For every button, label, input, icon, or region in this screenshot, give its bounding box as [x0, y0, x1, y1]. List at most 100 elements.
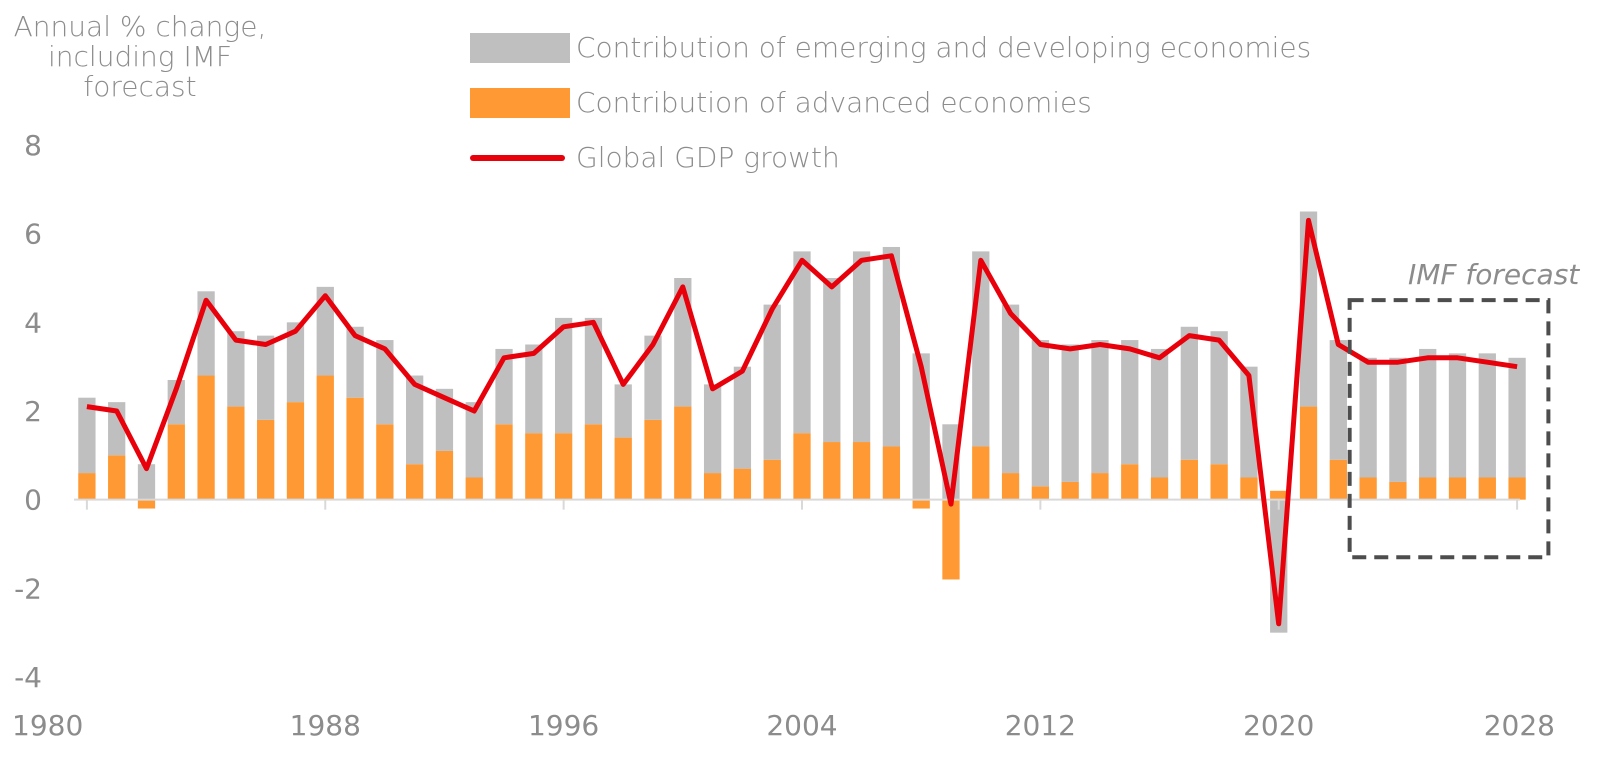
legend-label-advanced: Contribution of advanced economies: [576, 86, 1092, 119]
bar-emerging: [227, 331, 245, 407]
bar-emerging: [257, 335, 275, 420]
legend-label-emerging: Contribution of emerging and developing …: [576, 31, 1312, 64]
chart-legend: Contribution of emerging and developing …: [470, 20, 1311, 185]
y-tick-label: 4: [24, 306, 42, 339]
bar-emerging: [1478, 353, 1496, 478]
x-tick-label: 1996: [528, 709, 599, 742]
bar-advanced: [942, 499, 960, 580]
legend-swatch-emerging: [470, 32, 570, 63]
bar-advanced: [1091, 473, 1109, 500]
bar-advanced: [435, 450, 454, 500]
bar-emerging: [525, 344, 543, 434]
bar-emerging: [465, 402, 483, 478]
bar-advanced: [793, 433, 811, 500]
bar-emerging: [1508, 357, 1526, 478]
bar-advanced: [316, 375, 334, 500]
legend-label-global-gdp: Global GDP growth: [576, 141, 840, 174]
bar-emerging: [1150, 348, 1169, 478]
bar-advanced: [406, 464, 424, 500]
bar-advanced: [1299, 406, 1318, 500]
bar-emerging: [882, 246, 901, 447]
bar-advanced: [1508, 477, 1526, 500]
y-axis-title: Annual % change, including IMF forecast: [0, 12, 280, 102]
y-axis-title-line: Annual % change,: [13, 10, 267, 43]
bar-emerging: [1121, 340, 1139, 465]
bar-advanced: [1419, 477, 1437, 500]
bar-advanced: [1478, 477, 1496, 500]
bar-emerging: [823, 278, 841, 443]
bar-emerging: [703, 384, 722, 474]
bar-advanced: [733, 468, 752, 500]
bar-advanced: [197, 375, 215, 500]
bar-emerging: [1001, 304, 1020, 474]
bar-advanced: [346, 397, 364, 500]
bar-advanced: [882, 446, 901, 500]
bar-emerging: [1359, 357, 1377, 478]
y-tick-label: 6: [24, 218, 42, 251]
bar-emerging: [852, 251, 871, 443]
bar-emerging: [793, 251, 811, 434]
bar-advanced: [1389, 481, 1407, 500]
bar-advanced: [584, 424, 603, 500]
bar-advanced: [1061, 481, 1079, 500]
bar-emerging: [733, 366, 752, 469]
bar-advanced: [465, 477, 483, 500]
bar-emerging: [286, 322, 305, 403]
bar-emerging: [614, 384, 632, 438]
bar-emerging: [554, 317, 573, 434]
bar-emerging: [406, 375, 424, 465]
y-tick-label: -4: [14, 661, 42, 694]
legend-item-global-gdp: Global GDP growth: [470, 130, 1311, 185]
bar-advanced: [1031, 486, 1050, 500]
bar-advanced: [912, 499, 930, 509]
y-tick-label: -2: [14, 572, 42, 605]
y-tick-label: 8: [24, 129, 42, 162]
bar-advanced: [108, 455, 126, 500]
legend-item-advanced: Contribution of advanced economies: [470, 75, 1311, 130]
bar-advanced: [554, 433, 573, 500]
y-axis-title-line: including IMF: [48, 40, 232, 73]
bar-emerging: [316, 286, 334, 376]
bar-advanced: [495, 424, 513, 500]
legend-swatch-global-gdp: [470, 154, 565, 161]
bar-advanced: [1329, 459, 1347, 500]
bar-advanced: [852, 442, 871, 500]
bar-emerging: [1210, 331, 1228, 465]
bar-advanced: [1150, 477, 1169, 500]
legend-item-emerging: Contribution of emerging and developing …: [470, 20, 1311, 75]
x-tick-label: 2028: [1484, 709, 1555, 742]
bar-advanced: [644, 419, 662, 500]
bar-emerging: [763, 304, 781, 460]
bar-emerging: [644, 335, 662, 420]
bar-advanced: [1180, 459, 1198, 500]
bar-advanced: [227, 406, 245, 500]
bar-emerging: [584, 317, 603, 425]
forecast-dashed-box: [1347, 298, 1551, 560]
bar-advanced: [525, 433, 543, 500]
x-tick-label: 2020: [1243, 709, 1314, 742]
bar-emerging: [435, 388, 454, 451]
bar-advanced: [614, 437, 632, 500]
x-tick-label: 1980: [12, 709, 83, 742]
bar-advanced: [167, 424, 185, 500]
bar-emerging: [1061, 344, 1079, 482]
bar-emerging: [1091, 340, 1109, 474]
bar-advanced: [674, 406, 692, 500]
bar-advanced: [972, 446, 990, 500]
bar-emerging: [1419, 348, 1437, 478]
bar-advanced: [1270, 490, 1288, 500]
bar-emerging: [137, 464, 156, 500]
bar-advanced: [257, 419, 275, 500]
forecast-label: IMF forecast: [1408, 258, 1580, 291]
bar-emerging: [1329, 340, 1347, 460]
global-gdp-growth-line: [86, 217, 1518, 627]
bar-advanced: [1240, 477, 1258, 500]
bar-emerging: [167, 379, 185, 425]
bar-advanced: [1210, 464, 1228, 500]
legend-swatch-advanced: [470, 87, 570, 118]
bar-emerging: [1031, 340, 1050, 487]
bar-emerging: [1448, 353, 1467, 478]
x-tick-label: 2004: [766, 709, 837, 742]
x-tick-label: 1988: [290, 709, 361, 742]
bar-advanced: [286, 402, 305, 500]
